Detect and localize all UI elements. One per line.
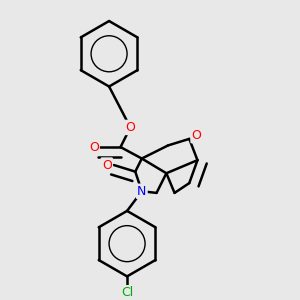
Text: N: N — [137, 185, 146, 198]
Text: Cl: Cl — [121, 286, 133, 299]
Text: O: O — [192, 129, 201, 142]
Text: O: O — [89, 141, 99, 154]
Text: O: O — [102, 159, 112, 172]
Text: O: O — [125, 121, 135, 134]
